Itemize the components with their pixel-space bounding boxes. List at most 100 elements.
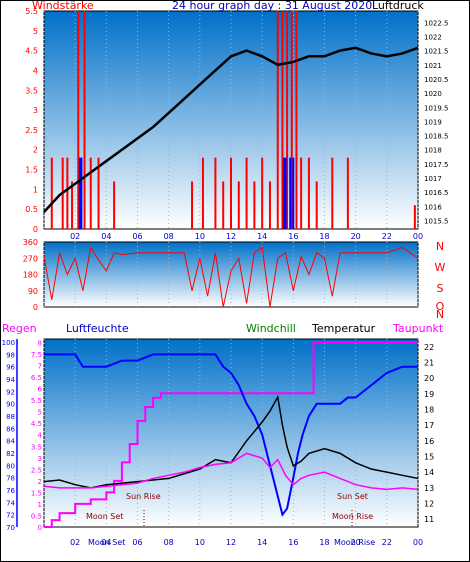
direction-tick: 360 [23, 238, 38, 247]
wind-tick: 2.5 [25, 126, 38, 135]
x-tick: 20 [351, 232, 361, 241]
temperature-line [43, 394, 419, 489]
pressure-line [43, 46, 419, 213]
wind-bar [286, 11, 289, 229]
compass-label: S [437, 282, 444, 295]
wind-bar [346, 157, 349, 229]
wind-bar [113, 181, 116, 229]
rain-tick: 0 [38, 524, 42, 532]
x-tick: 04 [101, 232, 111, 241]
wind-bar [261, 157, 264, 229]
humidity-tick: 96 [6, 364, 15, 372]
pressure-tick: 1021.5 [424, 48, 449, 56]
rain-tick: 5.5 [31, 397, 42, 405]
panel3-x-ticks: 02 04 06 08 10 12 14 16 18 20 22 00 [70, 538, 423, 547]
rain-tick: 7 [38, 363, 42, 371]
direction-tick: 270 [23, 254, 38, 263]
gust-bar [289, 157, 292, 229]
wind-bar [191, 181, 194, 229]
temperature-tick: 19 [424, 390, 434, 399]
pressure-tick: 1019 [424, 118, 442, 126]
pressure-tick: 1018.5 [424, 133, 449, 141]
x-tick: 14 [257, 538, 267, 547]
pressure-tick: 1022 [424, 33, 442, 41]
wind-bar [290, 11, 293, 229]
pressure-tick: 1016.5 [424, 189, 449, 197]
gust-bar [78, 157, 81, 229]
wind-bar [276, 11, 279, 229]
pressure-axis-label: Luftdruck [372, 0, 424, 12]
wind-bar [245, 157, 248, 229]
pressure-tick: 1021 [424, 62, 442, 70]
humidity-tick: 72 [6, 512, 15, 520]
panel3-grid [43, 339, 419, 527]
humidity-tick: 94 [6, 376, 15, 384]
wind-tick: 2 [33, 146, 38, 155]
humidity-tick: 78 [6, 475, 15, 483]
pressure-tick: 1019.5 [424, 104, 449, 112]
x-tick: 12 [226, 232, 236, 241]
pressure-tick: 1020.5 [424, 76, 449, 84]
temperature-tick: 11 [424, 515, 434, 524]
humidity-line [44, 353, 418, 517]
pressure-tick: 1018 [424, 147, 442, 155]
moon-set-axis-label: Moon Set [88, 538, 125, 547]
pressure-tick: 1020 [424, 90, 442, 98]
rain-tick: 3 [38, 455, 42, 463]
temperature-tick: 14 [424, 468, 434, 477]
temperature-tick: 20 [424, 374, 434, 383]
temperature-tick: 15 [424, 453, 434, 462]
compass-label: O [436, 300, 445, 313]
x-tick: 22 [382, 538, 392, 547]
temperature-tick: 22 [424, 343, 434, 352]
panel1-right-ticks: 1022.5 1022 1021.5 1021 1020.5 1020 1019.5 1019… [424, 19, 449, 225]
gust-bar [284, 157, 287, 229]
panel1-x-ticks: 02 04 06 08 10 12 14 16 18 20 22 00 [70, 232, 423, 241]
x-tick: 18 [319, 232, 329, 241]
rain-tick: 4.5 [31, 420, 42, 428]
panel2-left-ticks: 360 270 180 90 0 [23, 238, 38, 312]
wind-bar [281, 11, 284, 229]
wind-bar [66, 157, 69, 229]
x-tick: 06 [132, 538, 142, 547]
compass-label: N [436, 308, 444, 321]
direction-tick: 180 [23, 271, 38, 280]
windchill-label: Windchill [246, 322, 296, 335]
wind-tick: 5.5 [25, 7, 38, 16]
wind-bar [97, 157, 100, 229]
humidity-ticks: 100 98 96 94 92 90 88 86 84 82 80 78 76 74 72 70 [2, 339, 18, 532]
wind-tick: 1.5 [25, 166, 38, 175]
pressure-tick: 1015.5 [424, 218, 449, 226]
rain-tick: 2.5 [31, 466, 42, 474]
wind-bar [315, 181, 318, 229]
temperature-tick: 12 [424, 500, 434, 509]
humidity-tick: 76 [6, 487, 15, 495]
x-tick: 14 [257, 232, 267, 241]
x-tick: 20 [351, 538, 361, 547]
rain-line [44, 341, 418, 528]
humidity-tick: 84 [6, 438, 15, 446]
wind-direction-line [43, 246, 419, 308]
wind-bar [222, 181, 225, 229]
panel2-grid [43, 242, 419, 307]
moon-set-label: Moon Set [86, 512, 123, 521]
temperature-tick: 21 [424, 359, 434, 368]
humidity-tick: 92 [6, 388, 15, 396]
humidity-tick: 80 [6, 462, 15, 470]
humidity-tick: 90 [6, 401, 15, 409]
wind-bar [230, 157, 232, 229]
compass-label: N [436, 240, 444, 253]
wind-bar [268, 181, 271, 229]
rain-tick: 0.5 [31, 512, 42, 520]
wind-bar [214, 157, 217, 229]
wind-bar [300, 157, 303, 229]
sun-rise-label: Sun Rise [126, 492, 161, 501]
temperature-ticks: 22 21 20 19 18 17 16 15 14 13 12 11 [424, 343, 434, 524]
pressure-tick: 1017 [424, 175, 442, 183]
x-tick: 08 [164, 538, 174, 547]
wind-tick: 4 [33, 66, 38, 75]
rain-tick: 8 [38, 339, 42, 347]
wind-bar [50, 157, 53, 229]
chart-title: 24 hour graph day : 31 August 2020 [172, 0, 372, 12]
humidity-tick: 100 [2, 339, 15, 347]
